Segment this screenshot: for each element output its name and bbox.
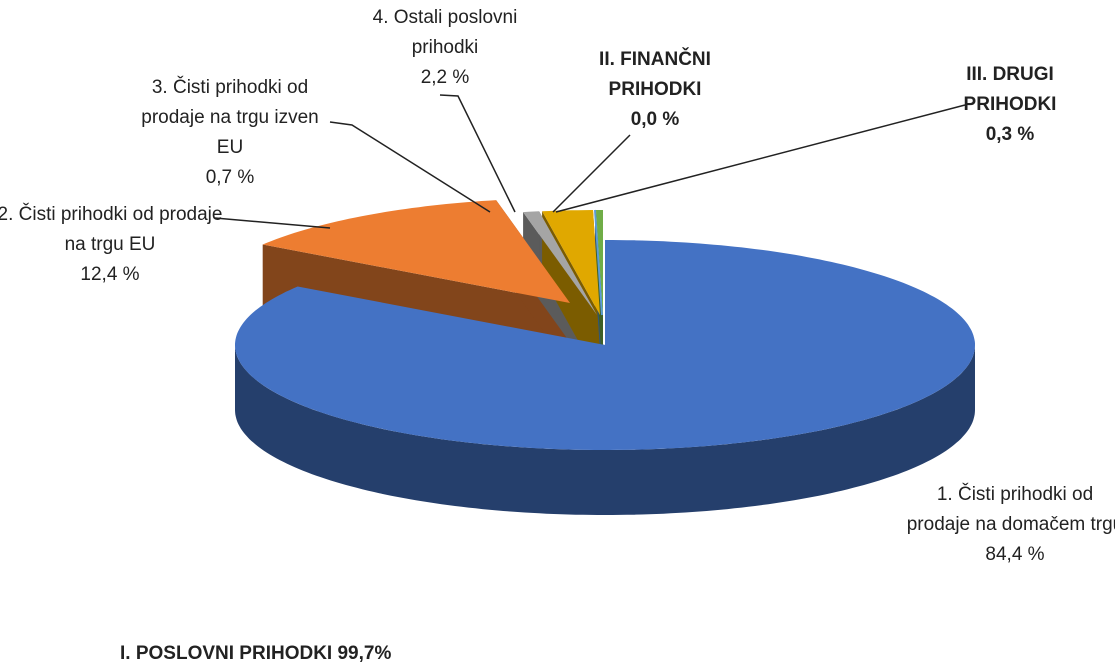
slice-label: 2. Čisti prihodki od prodaje na trgu EU 1… [0,200,225,290]
slice [262,200,570,303]
slice [523,211,597,315]
leader-line [552,134,631,213]
category-label: 3. Čisti prihodki od prodaje na trgu izv… [141,77,319,158]
leader-line [439,94,516,213]
category-label: 2. Čisti prihodki od prodaje na trgu EU [0,204,223,255]
slice [235,240,975,450]
slice [542,210,600,315]
slice-label: 1. Čisti prihodki od prodaje na domačem … [905,480,1115,570]
slice-label: II. FINANČNI PRIHODKI 0,0 % [580,45,730,135]
value-label: 0,7 % [205,167,255,188]
slice [594,209,603,316]
leader-line [214,217,331,229]
leader-line [555,104,966,213]
value-label: 84,4 % [985,544,1045,565]
annotation: I. POSLOVNI PRIHODKI 99,7% [120,643,392,664]
slice-label: III. DRUGI PRIHODKI 0,3 % [945,60,1075,150]
value-label: 0,0 % [630,109,680,130]
value-label: 0,3 % [985,124,1035,145]
slice-side-wall [235,345,975,515]
category-label: 4. Ostali poslovni prihodki [372,7,518,58]
slice-label: 4. Ostali poslovni prihodki 2,2 % [360,3,530,93]
category-label: 1. Čisti prihodki od prodaje na domačem … [906,484,1115,535]
leader-line [329,121,491,213]
value-label: 12,4 % [80,264,140,285]
slice [596,210,603,315]
value-label: 2,2 % [420,67,470,88]
slice-tops [235,200,975,450]
slice-label: 3. Čisti prihodki od prodaje na trgu izv… [140,73,320,193]
category-label: III. DRUGI PRIHODKI [963,64,1057,115]
category-label: II. FINANČNI PRIHODKI [599,49,711,100]
